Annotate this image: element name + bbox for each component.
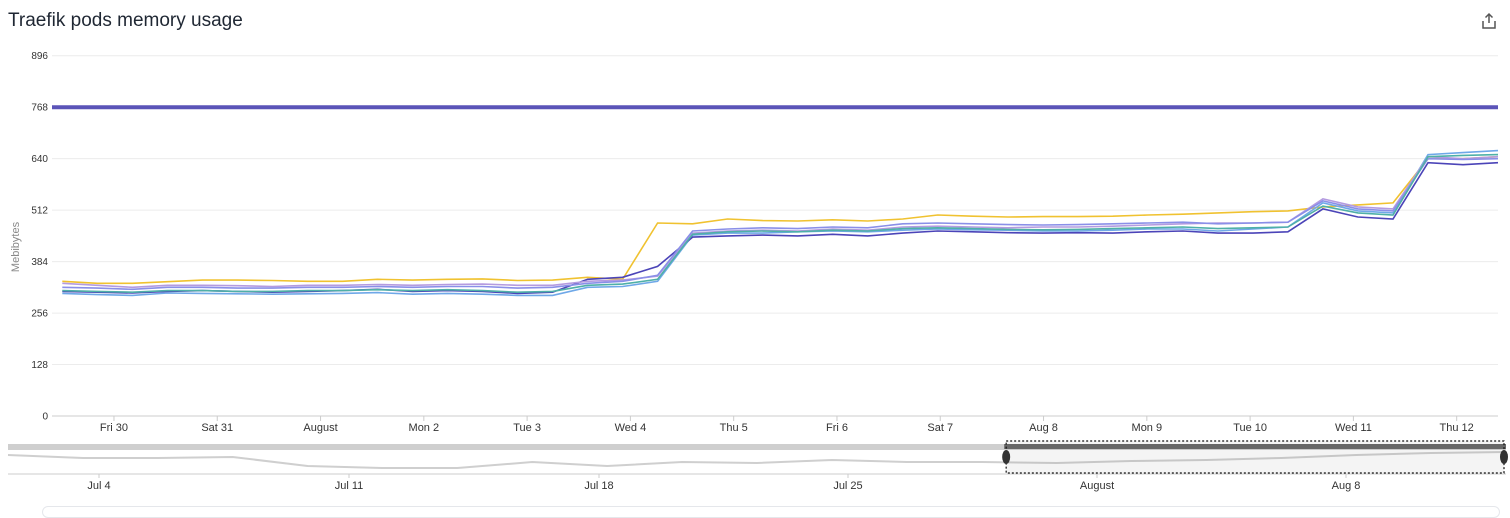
navigator-scrollbar-track[interactable]	[8, 444, 1506, 450]
y-tick-label: 0	[42, 412, 48, 423]
x-tick-label: Sat 31	[201, 422, 233, 434]
navigator-tick-label: Jul 25	[833, 480, 862, 492]
series-line-2	[62, 149, 1499, 297]
x-tick-label: Wed 4	[615, 422, 647, 434]
x-tick-label: Mon 9	[1132, 422, 1163, 434]
series-line-5	[62, 157, 1499, 291]
x-tick-label: Aug 8	[1029, 422, 1058, 434]
series-lines	[52, 105, 1499, 297]
y-axis-label: Mebibytes	[10, 221, 22, 272]
time-navigator: Jul 4 Jul 11 Jul 18 Jul 25 August Aug 8	[7, 440, 1508, 492]
navigator-tick-label: Jul 11	[335, 480, 364, 492]
y-tick-label: 896	[31, 51, 48, 62]
y-tick-label: 384	[31, 257, 48, 268]
navigator-tick-label: August	[1080, 480, 1114, 492]
navigator-scrollbar-thumb[interactable]	[1004, 444, 1506, 449]
x-tick-label: Tue 10	[1233, 422, 1267, 434]
y-tick-label: 128	[31, 360, 48, 371]
navigator-series	[7, 451, 1507, 469]
chart-title: Traefik pods memory usage	[8, 10, 243, 31]
y-tick-label: 640	[31, 154, 48, 165]
y-tick-label: 768	[31, 103, 48, 114]
y-tick-label: 256	[31, 309, 48, 320]
x-tick-label: Mon 2	[409, 422, 440, 434]
navigator-selection[interactable]	[1005, 440, 1505, 474]
x-tick-label: Fri 30	[100, 422, 128, 434]
navigator-tick-label: Aug 8	[1332, 480, 1361, 492]
x-tick-label: Thu 12	[1440, 422, 1474, 434]
y-tick-label: 512	[31, 206, 48, 217]
bottom-panel	[42, 506, 1500, 518]
x-tick-label: Tue 3	[513, 422, 541, 434]
navigator-tick-label: Jul 4	[87, 480, 110, 492]
x-tick-label: Fri 6	[826, 422, 848, 434]
navigator-tick-label: Jul 18	[584, 480, 613, 492]
x-tick-label: Sat 7	[927, 422, 953, 434]
series-line-1	[62, 155, 1499, 285]
navigator-handle-right[interactable]	[1500, 450, 1508, 464]
x-tick-label: August	[303, 422, 337, 434]
navigator-handle-left[interactable]	[1002, 450, 1011, 464]
x-tick-label: Wed 11	[1335, 422, 1372, 434]
series-line-6	[62, 153, 1499, 294]
y-axis-ticks: 0 128 256 384 512 640 768 896	[31, 51, 48, 422]
x-axis: Fri 30 Sat 31 August Mon 2 Tue 3 Wed 4 Thu 5 Fr…	[100, 416, 1474, 434]
x-tick-label: Thu 5	[720, 422, 748, 434]
share-export-icon[interactable]	[1480, 12, 1498, 30]
